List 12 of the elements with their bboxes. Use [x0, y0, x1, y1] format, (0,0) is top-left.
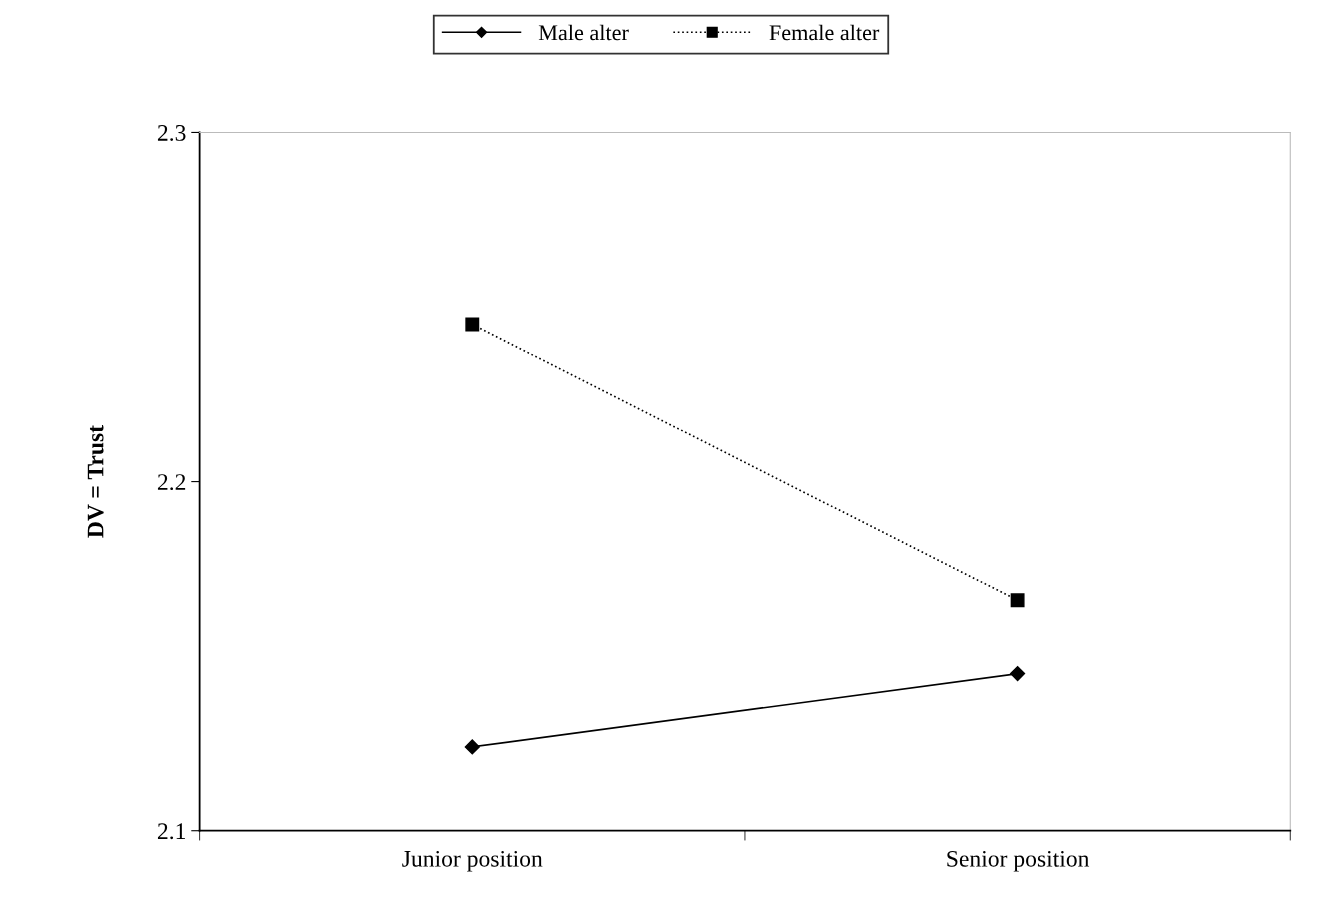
point — [465, 317, 480, 332]
point — [1010, 666, 1026, 682]
y-tick-label: 2.2 — [157, 474, 186, 491]
point — [464, 739, 480, 755]
x-tick-label: Senior position — [947, 850, 1090, 872]
y-axis-title: DV = Trust — [87, 425, 104, 538]
x-tick-label: Junior position — [402, 850, 543, 872]
y-tick-label: 2.1 — [157, 823, 186, 840]
point — [1010, 593, 1025, 608]
legend-label: Male alter — [538, 24, 629, 41]
legend-label: Female alter — [769, 24, 880, 41]
y-tick-label: 2.3 — [157, 125, 186, 141]
